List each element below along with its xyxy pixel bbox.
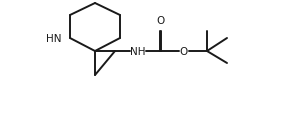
Text: O: O [157, 16, 165, 26]
Text: HN: HN [46, 34, 61, 44]
Text: NH: NH [130, 47, 146, 56]
Text: O: O [180, 47, 188, 56]
